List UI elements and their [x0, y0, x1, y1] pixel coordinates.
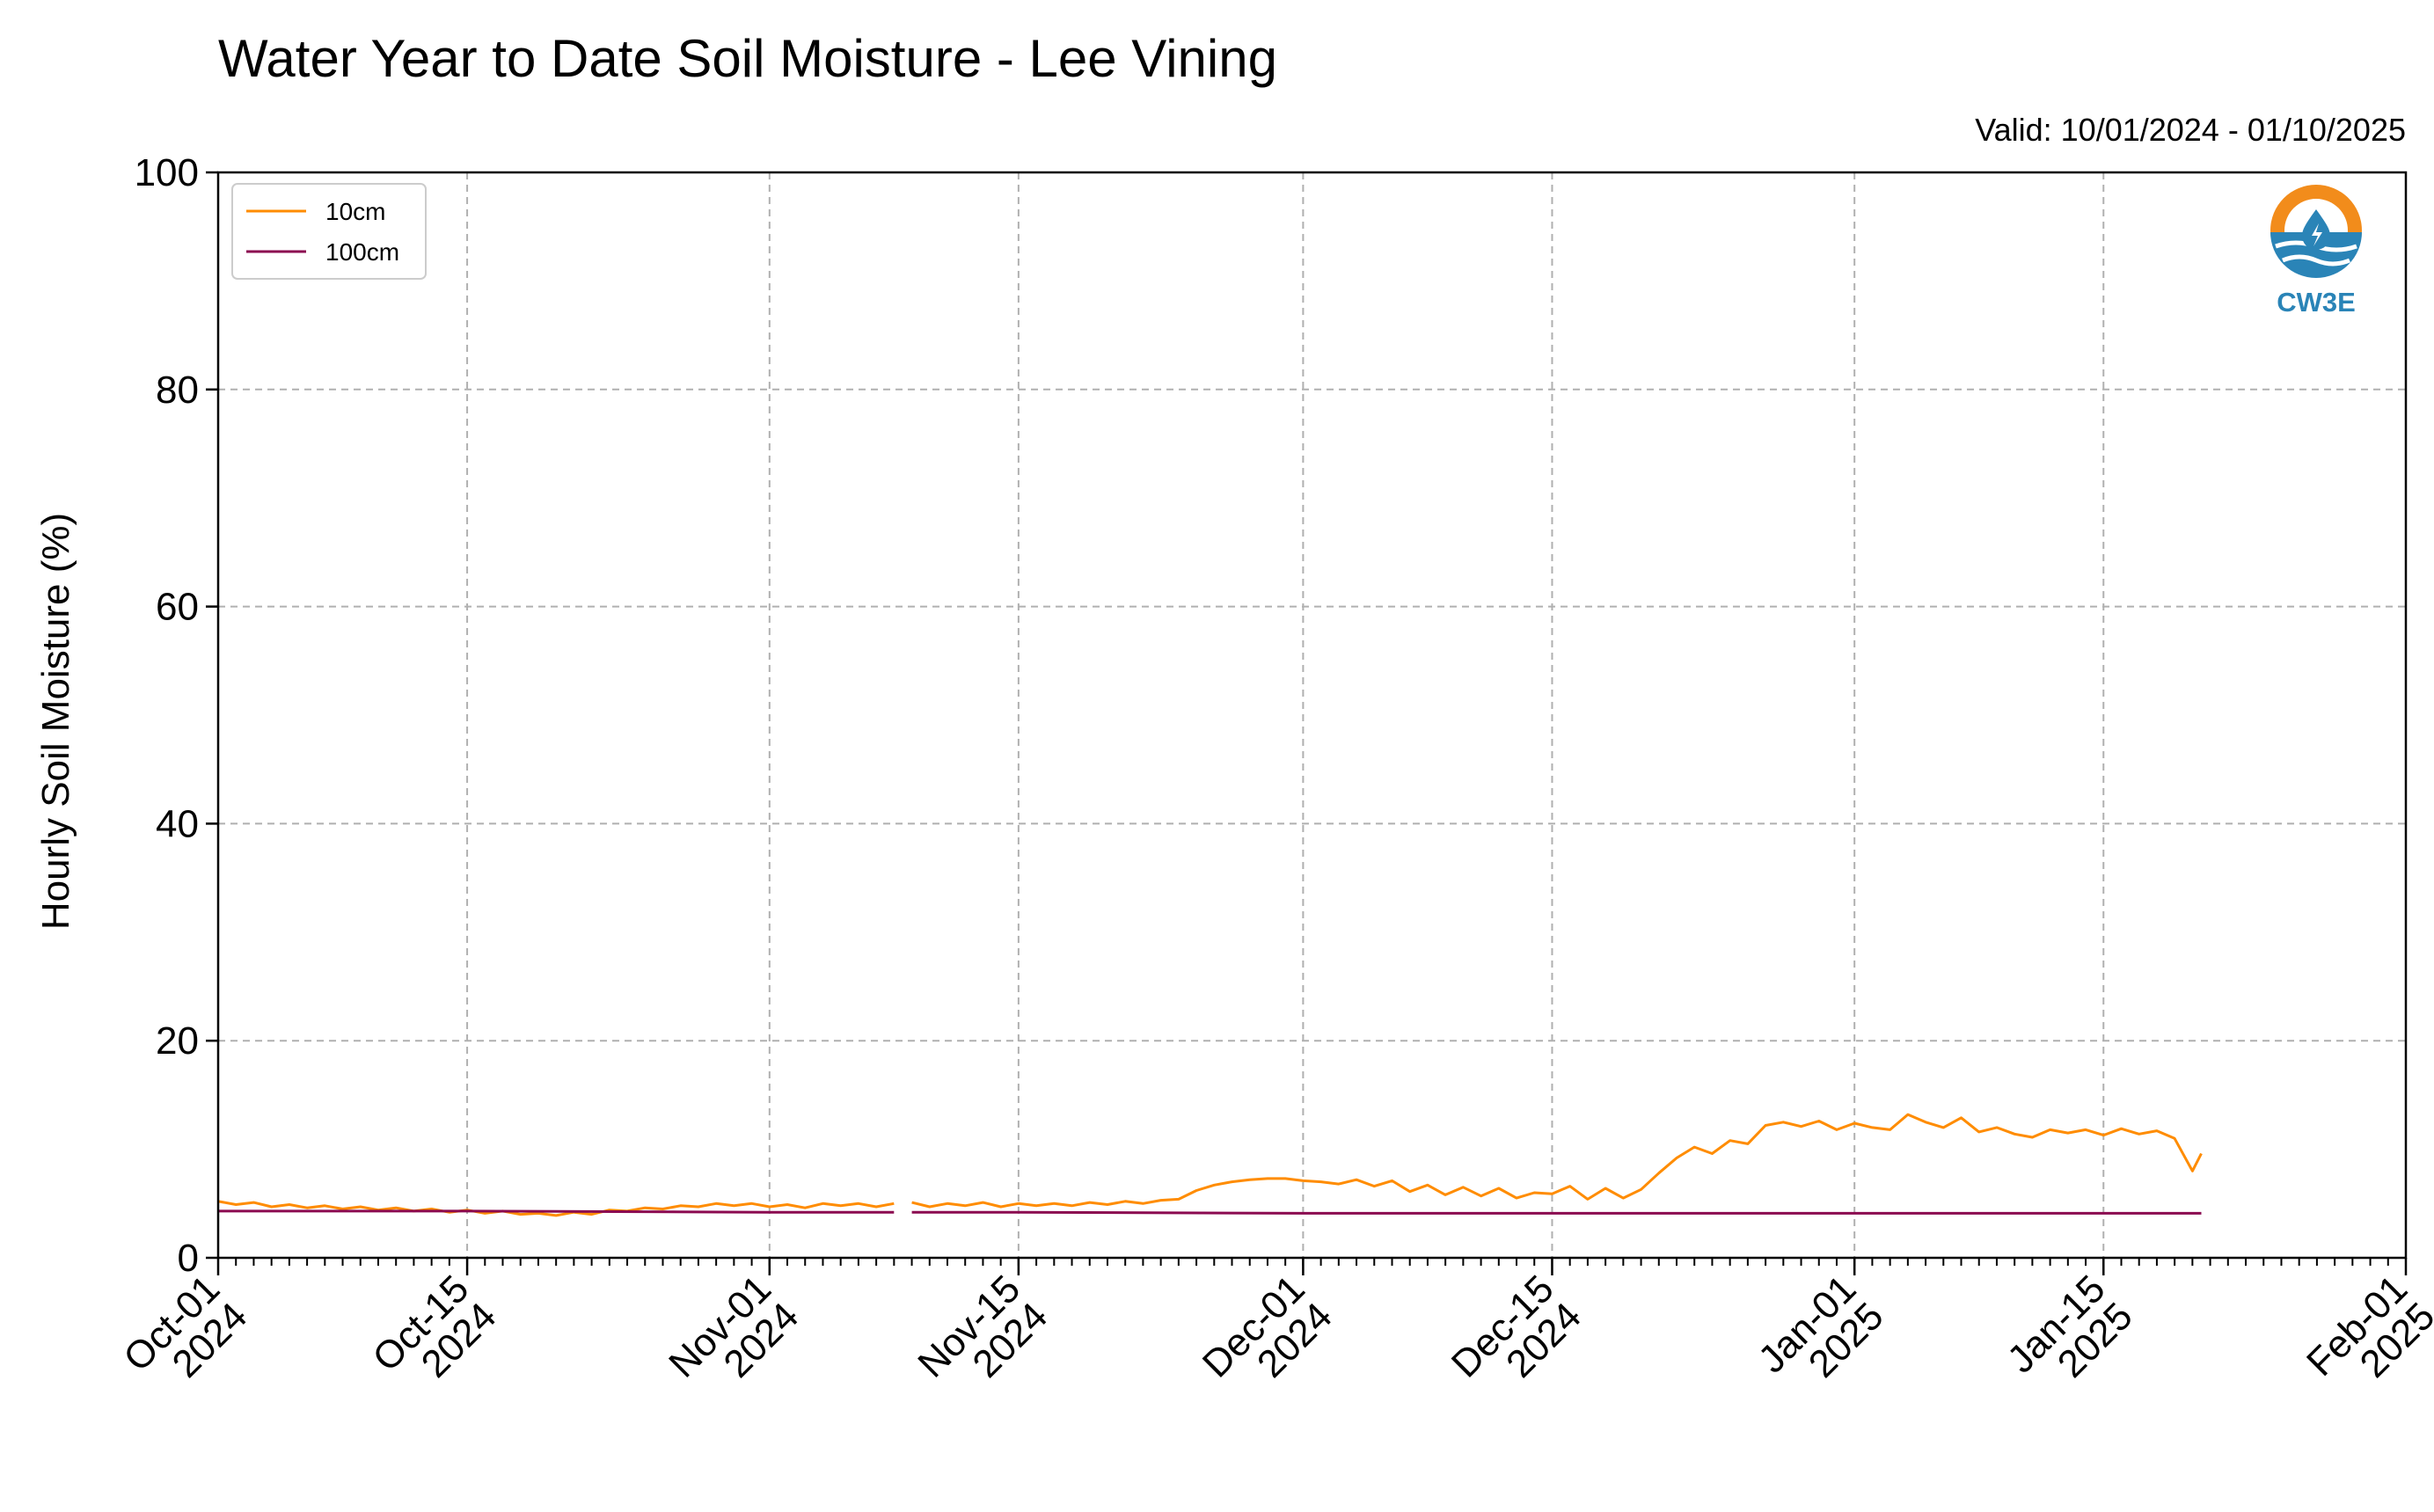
plot-frame — [216, 171, 2408, 1260]
y-axis: 0 20 40 60 80 100 — [135, 151, 218, 1280]
y-tick-label: 80 — [156, 369, 199, 412]
series-lines — [217, 1113, 2203, 1217]
y-tick-label: 40 — [156, 802, 199, 845]
y-tick-label: 20 — [156, 1019, 199, 1063]
chart-subtitle: Valid: 10/01/2024 - 01/10/2025 — [1975, 112, 2406, 148]
series-line-100cm — [218, 1209, 895, 1214]
series-line-10cm — [217, 1200, 895, 1217]
y-tick-label: 60 — [156, 586, 199, 629]
cw3e-logo: CW3E — [2270, 185, 2362, 318]
y-tick-label: 100 — [135, 151, 199, 194]
series-line-10cm — [911, 1113, 2203, 1209]
y-tick-label: 0 — [178, 1237, 199, 1280]
legend-label-100cm: 100cm — [325, 238, 399, 266]
logo-wave-icon — [2282, 254, 2350, 267]
legend-box — [231, 183, 427, 280]
y-axis-label: Hourly Soil Moisture (%) — [34, 513, 77, 930]
chart-title: Water Year to Date Soil Moisture - Lee V… — [218, 29, 1277, 88]
logo-bolt-icon — [2312, 223, 2322, 246]
legend: 10cm 100cm — [231, 183, 427, 280]
logo-text: CW3E — [2277, 287, 2356, 318]
grid-lines — [218, 172, 2406, 1258]
series-line-100cm — [911, 1210, 2202, 1215]
legend-label-10cm: 10cm — [325, 198, 385, 225]
